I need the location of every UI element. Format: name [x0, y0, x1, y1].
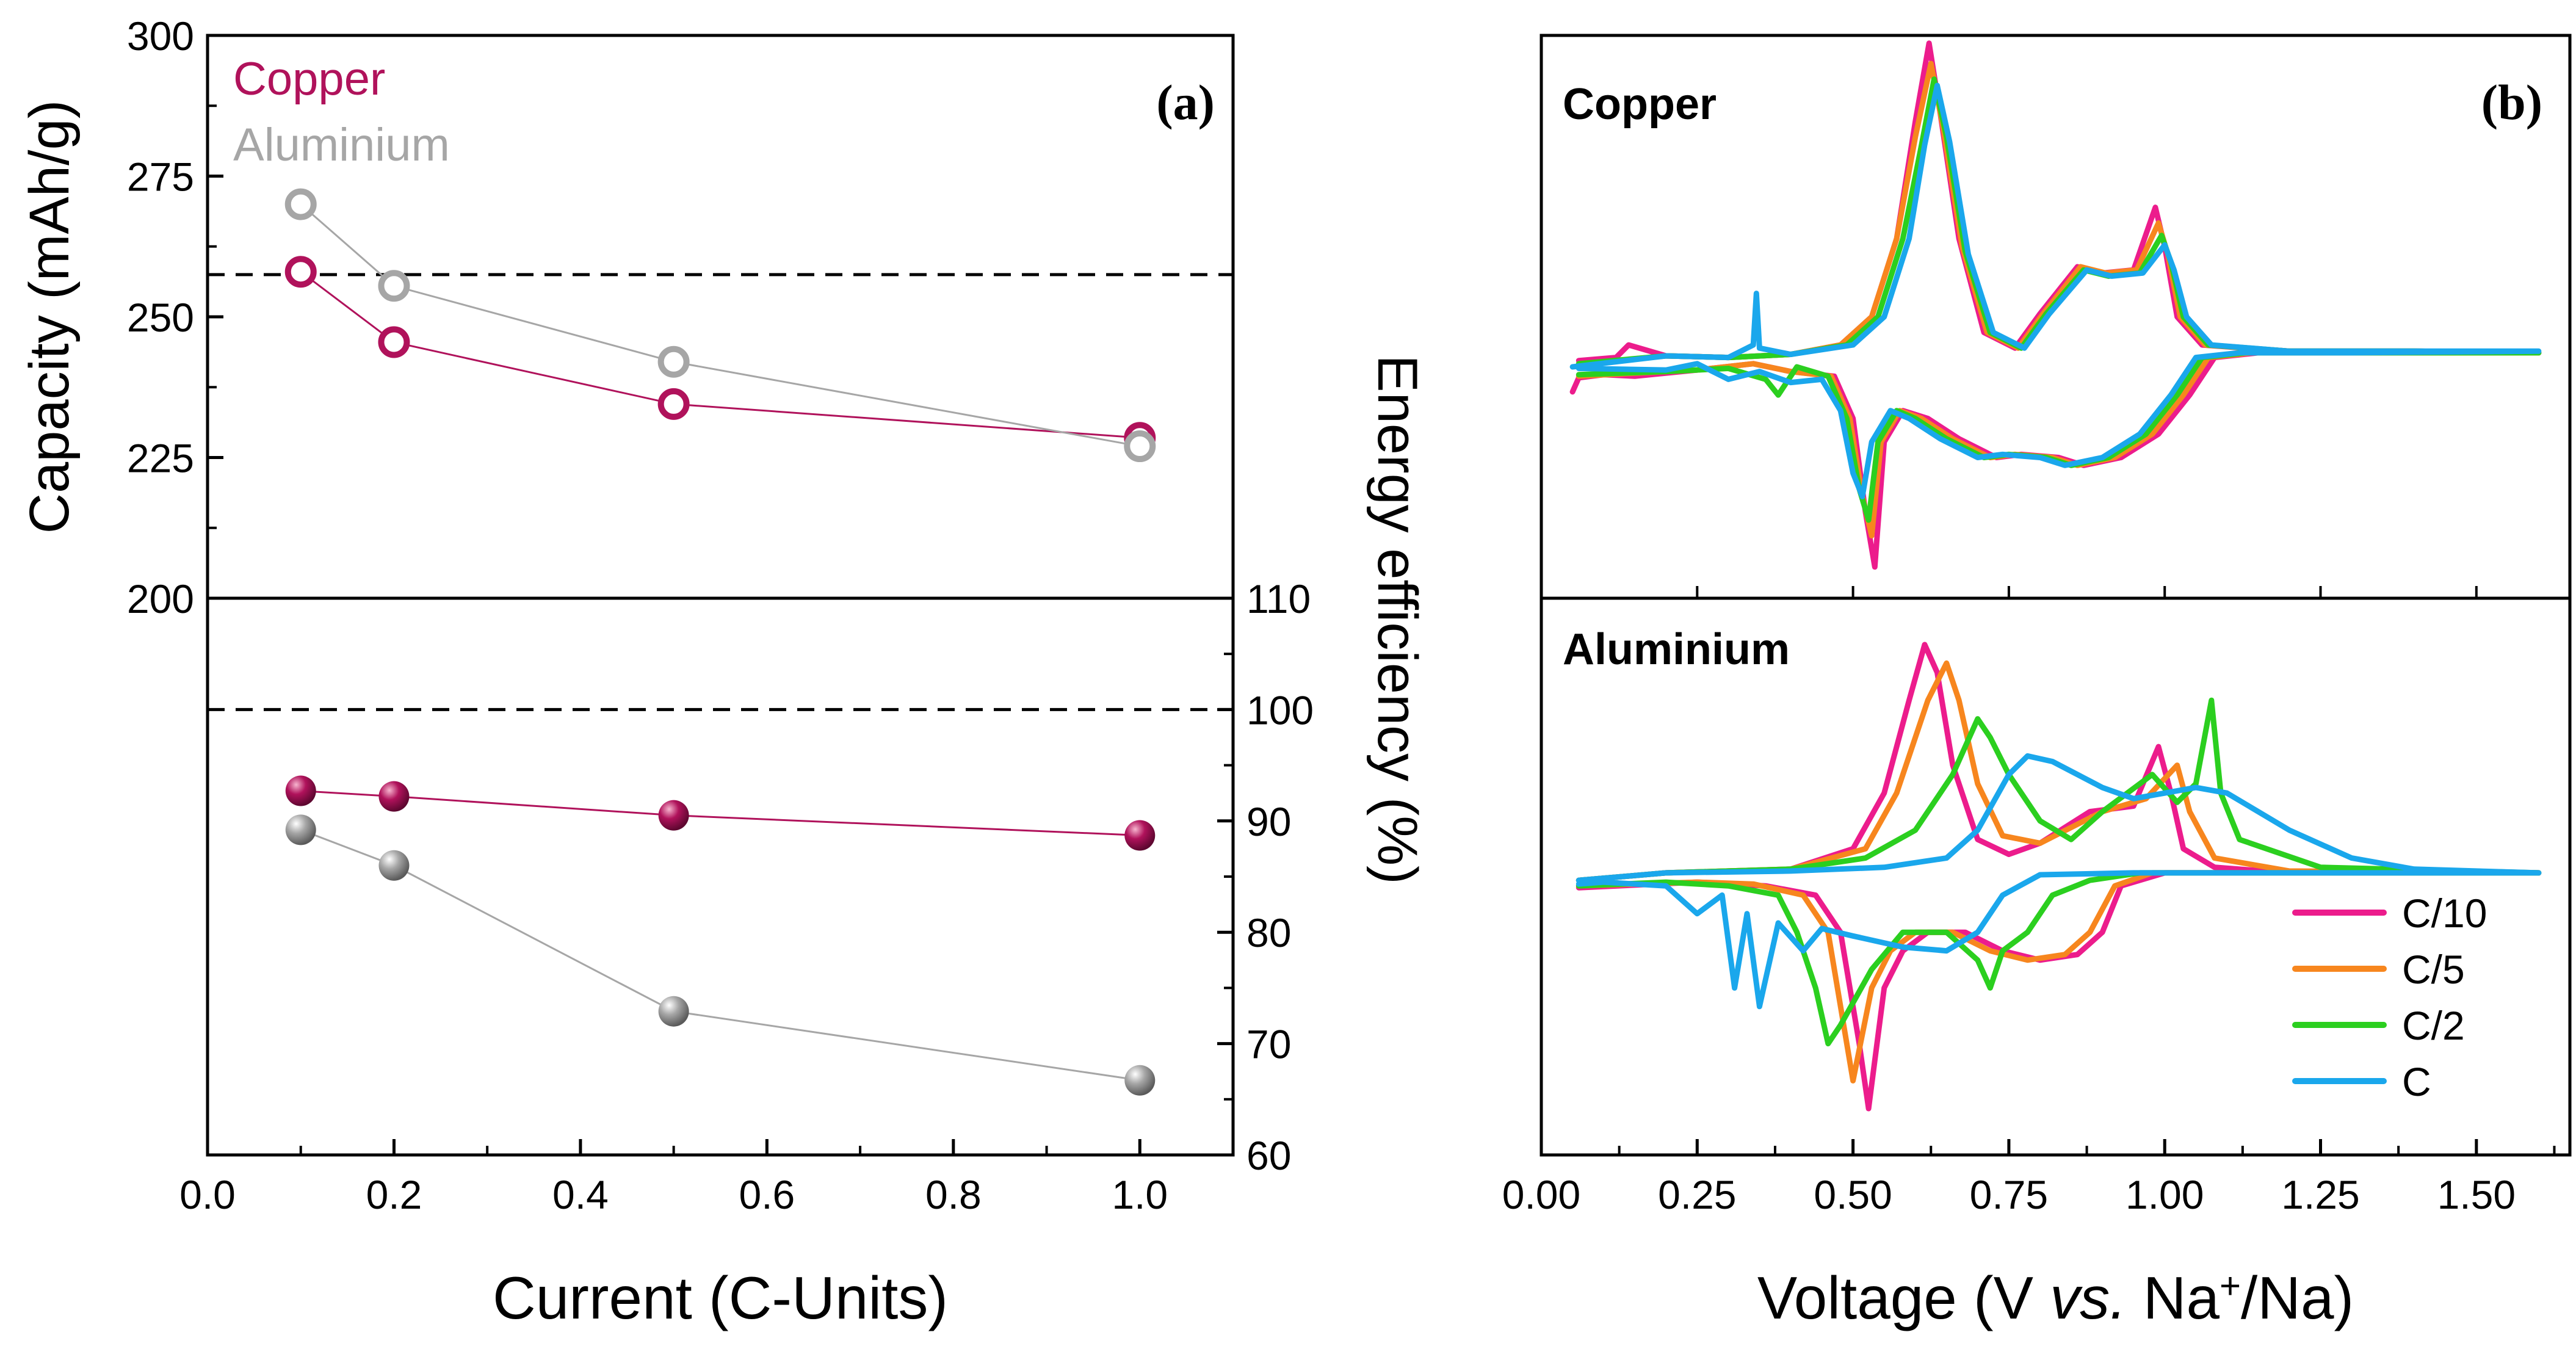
voltage-tick-label: 0.00 [1502, 1172, 1580, 1217]
voltage-tick-label: 0.50 [1814, 1172, 1892, 1217]
current-tick-label: 1.0 [1112, 1172, 1168, 1217]
plot-curves [208, 40, 2542, 1112]
legend-label-c: C [2402, 1059, 2431, 1104]
efficiency-point-copper [378, 781, 410, 812]
efficiency-point-aluminium [378, 850, 410, 881]
capacity-point-aluminium [1124, 430, 1156, 463]
efficiency-tick-label: 80 [1246, 910, 1291, 955]
voltage-axis-label: Voltage (V vs. Na+/Na) [1757, 1264, 2354, 1331]
aluminium-panel-title: Aluminium [1563, 625, 1790, 674]
panel-label-a: (a) [1156, 74, 1215, 130]
legend-label-c-5: C/5 [2402, 947, 2465, 992]
voltage-tick-label: 1.00 [2126, 1172, 2204, 1217]
efficiency-tick-label: 90 [1246, 799, 1291, 844]
capacity-tick-label: 250 [127, 295, 194, 340]
capacity-line-aluminium [300, 203, 1140, 447]
efficiency-point-aluminium [658, 996, 689, 1027]
capacity-point-aluminium [378, 270, 410, 302]
efficiency-line-aluminium [300, 828, 1140, 1082]
current-tick-label: 0.2 [366, 1172, 422, 1217]
efficiency-tick-label: 60 [1246, 1133, 1291, 1178]
efficiency-point-aluminium [1124, 1065, 1156, 1096]
legend-label-c-2: C/2 [2402, 1003, 2465, 1048]
copper-panel-title: Copper [1563, 80, 1717, 129]
current-tick-label: 0.6 [739, 1172, 795, 1217]
efficiency-point-copper [285, 775, 316, 806]
copper-curve-c [1569, 82, 2542, 499]
efficiency-axis-label: Energy efficiency (%) [1366, 355, 1428, 885]
plot-axes [206, 34, 2572, 1157]
efficiency-point-aluminium [285, 814, 316, 845]
efficiency-tick-label: 70 [1246, 1022, 1291, 1067]
plot-marks [284, 188, 1156, 1096]
current-tick-label: 0.8 [925, 1172, 982, 1217]
capacity-point-copper [284, 256, 317, 288]
voltage-tick-label: 0.75 [1970, 1172, 2048, 1217]
voltage-tick-label: 1.50 [2437, 1172, 2516, 1217]
efficiency-point-copper [1124, 820, 1156, 851]
aluminium-cv-frame [1539, 596, 2572, 1157]
capacity-tick-label: 300 [127, 13, 194, 59]
aluminium-curve-c [1576, 753, 2542, 1010]
current-tick-label: 0.0 [179, 1172, 236, 1217]
voltage-tick-label: 0.25 [1658, 1172, 1736, 1217]
legend-entry-aluminium: Aluminium [233, 119, 450, 171]
capacity-point-aluminium [657, 346, 690, 378]
panel-label-b: (b) [2481, 74, 2542, 130]
capacity-line-copper [300, 271, 1140, 439]
capacity-tick-label: 225 [127, 436, 194, 481]
efficiency-tick-label: 110 [1246, 576, 1311, 621]
efficiency-tick-label: 100 [1246, 687, 1314, 733]
current-tick-label: 0.4 [552, 1172, 609, 1217]
capacity-point-aluminium [284, 188, 317, 220]
voltage-tick-label: 1.25 [2281, 1172, 2359, 1217]
capacity-tick-label: 200 [127, 576, 194, 621]
plot-text: 200 225 250 275 300 60 70 80 90 100 110 0.0 0.2 0.4 0.… [18, 13, 2542, 1331]
legend-entry-copper: Copper [233, 53, 385, 105]
capacity-tick-label: 275 [127, 154, 194, 200]
efficiency-line-copper [300, 790, 1140, 837]
current-axis-label: Current (C-Units) [493, 1264, 948, 1331]
capacity-axis-label: Capacity (mAh/g) [18, 100, 81, 534]
capacity-point-copper [378, 326, 410, 358]
efficiency-point-copper [658, 800, 689, 831]
legend-label-c-10: C/10 [2402, 891, 2487, 936]
capacity-point-copper [657, 388, 690, 420]
